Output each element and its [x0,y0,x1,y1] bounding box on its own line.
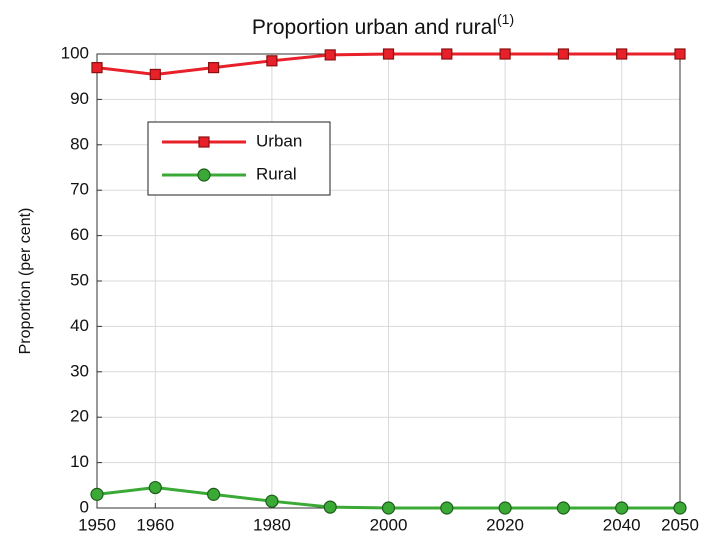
marker [498,501,512,515]
x-tick-label: 1950 [78,515,116,534]
y-tick-label: 20 [70,407,89,426]
y-tick-label: 40 [70,316,89,335]
chart-title: Proportion urban and rural(1) [252,11,514,39]
marker [324,49,336,61]
y-tick-label: 100 [61,43,89,62]
marker [323,500,337,514]
marker [207,487,221,501]
marker [265,494,279,508]
marker [382,48,395,60]
y-axis-label: Proportion (per cent) [17,208,34,355]
marker [673,501,687,515]
y-tick-label: 70 [70,180,89,199]
y-tick-label: 90 [70,89,89,108]
legend-label: Rural [256,164,297,183]
x-tick-label: 1960 [136,515,174,534]
marker [266,55,278,67]
y-tick-label: 60 [70,225,89,244]
legend-label: Urban [256,131,302,150]
marker [148,480,162,495]
title-text: Proportion urban and rural [252,16,497,39]
marker [149,68,161,81]
legend: Urban Rural [147,121,331,196]
x-tick-label: 1980 [253,515,291,534]
legend-marker [197,168,211,182]
marker [441,48,453,60]
x-tick-label: 2000 [370,515,408,534]
marker [90,487,104,501]
y-tick-label: 50 [70,270,89,289]
marker [616,48,628,60]
x-tick-label: 2040 [603,515,641,534]
y-tick-label: 0 [80,497,89,516]
x-tick-label: 2050 [661,515,699,534]
marker [208,62,220,74]
legend-box [147,121,331,196]
marker [556,501,571,515]
marker [615,501,629,515]
y-tick-label: 80 [70,134,89,153]
marker [499,48,511,60]
title-superscript: (1) [497,11,514,27]
legend-marker [198,136,210,148]
marker [91,62,103,74]
marker [557,48,570,60]
x-tick-label: 2020 [486,515,524,534]
marker [381,501,396,515]
marker [674,48,686,60]
y-tick-label: 30 [70,361,89,380]
marker [440,501,454,515]
y-tick-label: 10 [70,452,89,471]
